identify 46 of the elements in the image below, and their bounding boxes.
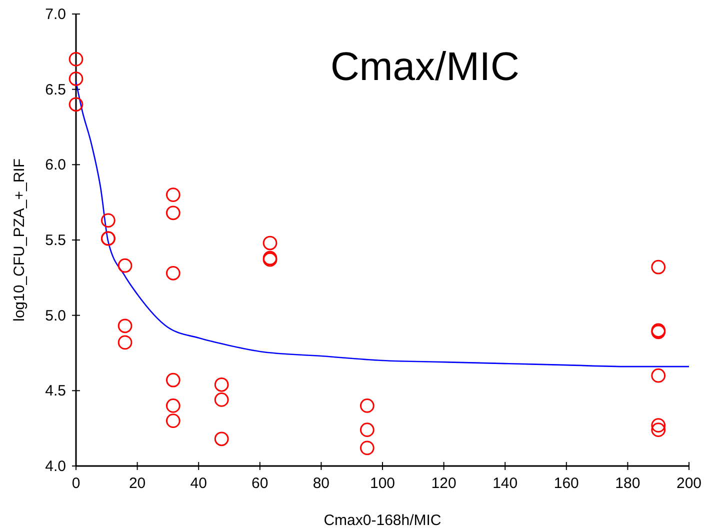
x-tick-label: 20 xyxy=(128,475,146,492)
x-tick-label: 200 xyxy=(676,475,702,492)
point xyxy=(214,377,229,392)
y-tick-label: 7.0 xyxy=(45,6,66,23)
y-axis-title: log10_CFU_PZA_+_RIF xyxy=(11,158,28,322)
x-tick-label: 100 xyxy=(370,475,396,492)
point xyxy=(651,418,666,432)
line-series xyxy=(75,81,690,368)
x-tick-label: 140 xyxy=(492,475,518,492)
y-tick-label: 5.0 xyxy=(45,307,66,324)
point xyxy=(166,266,180,280)
point xyxy=(651,368,666,383)
point xyxy=(651,422,666,438)
point xyxy=(118,335,132,350)
y-tick-label: 4.5 xyxy=(45,382,66,400)
point xyxy=(118,318,132,334)
point xyxy=(68,52,84,66)
x-tick-label: 120 xyxy=(431,475,456,492)
text: Cmax/MIC xyxy=(330,45,520,89)
point xyxy=(166,206,180,220)
point xyxy=(214,392,229,407)
y-tick-label: 4.0 xyxy=(45,458,66,475)
point xyxy=(360,422,374,438)
point xyxy=(214,432,229,446)
point xyxy=(166,188,180,202)
point xyxy=(166,372,180,388)
x-tick-label: 80 xyxy=(312,475,330,492)
x-tick-label: 60 xyxy=(252,475,268,492)
point xyxy=(166,414,180,428)
x-tick-label: 0 xyxy=(72,475,80,492)
point xyxy=(68,72,84,86)
x-tick-label: 180 xyxy=(615,475,640,492)
point xyxy=(651,260,666,274)
point xyxy=(166,398,180,413)
point xyxy=(262,236,278,250)
y-tick-label: 6.5 xyxy=(45,81,66,98)
y-tick-label: 5.5 xyxy=(45,232,66,249)
point xyxy=(118,258,132,273)
x-tick-label: 160 xyxy=(554,475,579,492)
point xyxy=(360,440,374,456)
point xyxy=(360,398,374,413)
point xyxy=(101,213,116,228)
point xyxy=(68,97,84,112)
x-axis-title: Cmax0-168h/MIC xyxy=(324,512,442,529)
y-tick-label: 6.0 xyxy=(45,156,66,174)
x-tick-label: 40 xyxy=(190,475,207,492)
